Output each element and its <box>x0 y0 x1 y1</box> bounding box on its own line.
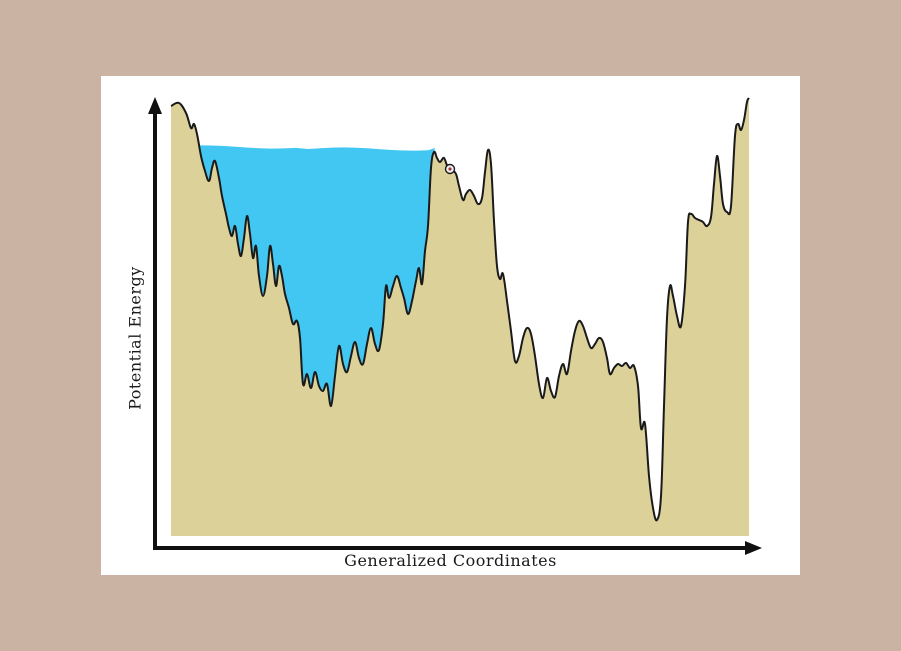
terrain-fill <box>171 98 749 536</box>
energy-landscape-diagram <box>148 97 762 555</box>
water-pool <box>200 145 435 406</box>
arrow-up-icon <box>148 97 162 114</box>
x-axis-label: Generalized Coordinates <box>344 551 557 570</box>
terrain-outline <box>170 97 750 522</box>
ball-icon <box>444 163 456 175</box>
arrow-right-icon <box>745 541 762 555</box>
y-axis-label: Potential Energy <box>125 266 145 410</box>
diagram-panel: Generalized Coordinates Potential Energy <box>101 76 800 575</box>
